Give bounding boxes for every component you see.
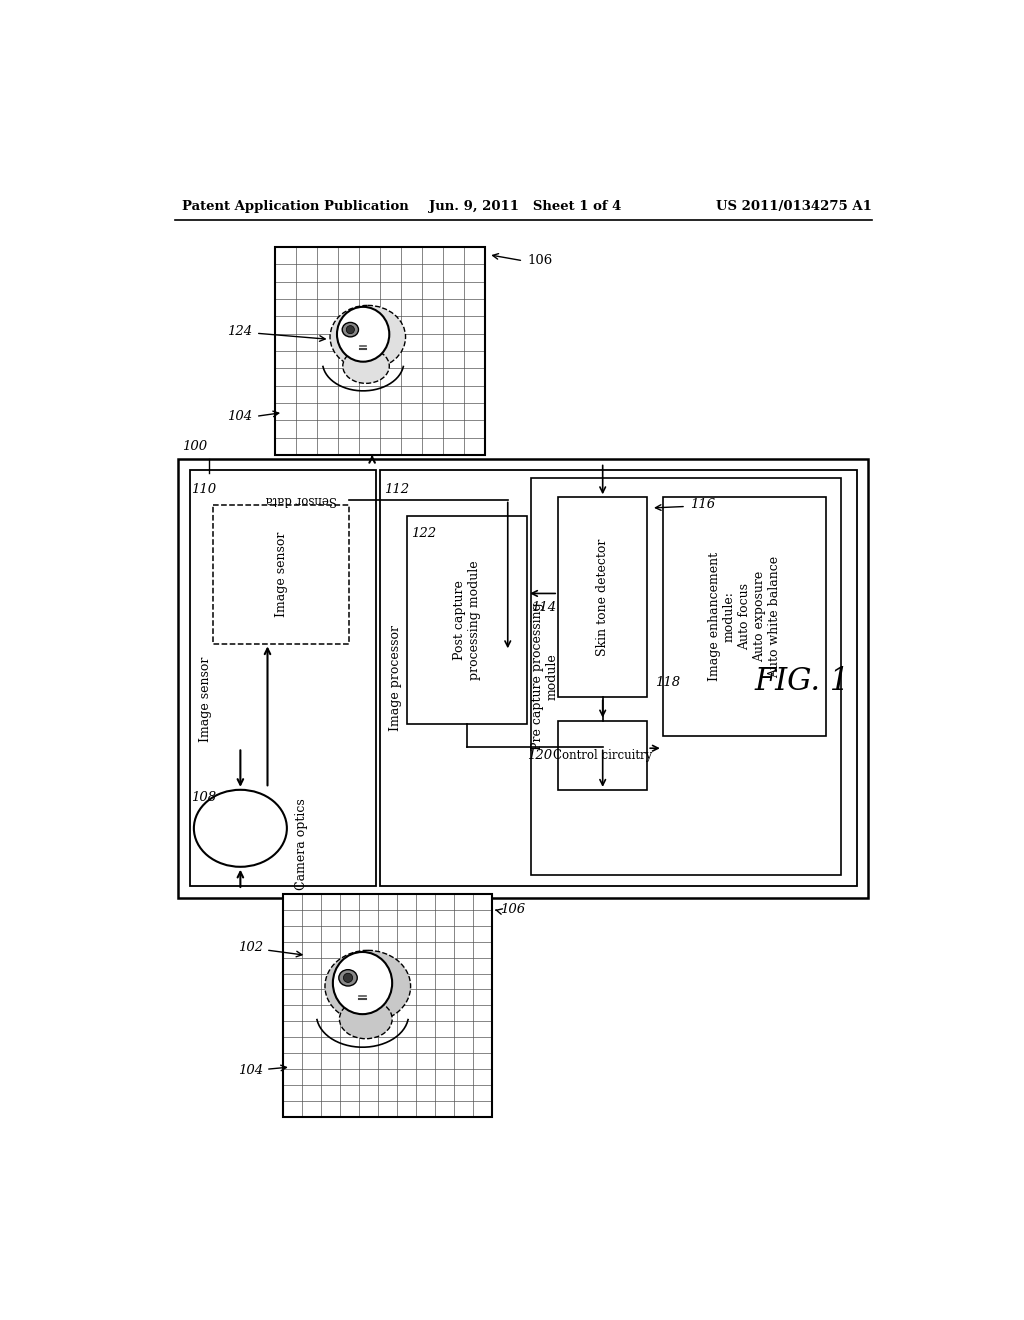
Text: 120: 120 [526, 748, 552, 762]
Ellipse shape [337, 306, 389, 362]
Text: 108: 108 [191, 791, 217, 804]
Ellipse shape [346, 326, 354, 334]
Bar [407, 516, 527, 725]
Text: 106: 106 [527, 255, 552, 268]
Bar [558, 721, 647, 789]
Text: 102: 102 [239, 941, 263, 954]
Text: Image sensor: Image sensor [199, 656, 212, 742]
Bar [663, 498, 825, 737]
Bar [213, 506, 349, 644]
Text: US 2011/0134275 A1: US 2011/0134275 A1 [716, 199, 872, 213]
Text: Control circuitry: Control circuitry [553, 748, 652, 762]
Text: 106: 106 [500, 903, 525, 916]
Text: Jun. 9, 2011   Sheet 1 of 4: Jun. 9, 2011 Sheet 1 of 4 [429, 199, 621, 213]
Text: 104: 104 [239, 1064, 263, 1077]
Ellipse shape [330, 305, 406, 368]
Text: Image sensor: Image sensor [274, 532, 288, 616]
Text: Patent Application Publication: Patent Application Publication [182, 199, 409, 213]
Text: Image processor: Image processor [389, 626, 401, 731]
Text: 124: 124 [227, 325, 252, 338]
Text: 114: 114 [531, 601, 556, 614]
Text: Sensor data: Sensor data [266, 492, 337, 506]
Text: Post capture
processing module: Post capture processing module [453, 561, 481, 680]
Text: Camera optics: Camera optics [295, 797, 307, 890]
Text: 118: 118 [655, 676, 680, 689]
Bar [178, 459, 868, 898]
Bar [380, 470, 856, 886]
Ellipse shape [339, 970, 357, 986]
Ellipse shape [333, 952, 392, 1014]
Ellipse shape [343, 348, 389, 383]
Text: 110: 110 [191, 483, 217, 495]
Text: FIG. 1: FIG. 1 [755, 667, 850, 697]
Text: 122: 122 [411, 527, 436, 540]
Text: 116: 116 [690, 499, 715, 511]
Bar [275, 247, 484, 455]
Ellipse shape [343, 973, 352, 982]
Bar [275, 247, 484, 455]
Ellipse shape [325, 950, 411, 1022]
Text: 100: 100 [182, 440, 208, 453]
Bar [558, 498, 647, 697]
Bar [283, 894, 493, 1117]
Ellipse shape [340, 999, 392, 1039]
Text: Skin tone detector: Skin tone detector [596, 539, 609, 656]
Text: 112: 112 [384, 483, 409, 495]
Bar [531, 478, 841, 874]
Text: 104: 104 [227, 409, 252, 422]
Text: Pre capture processing
module: Pre capture processing module [531, 602, 559, 750]
Bar [283, 894, 493, 1117]
Ellipse shape [342, 322, 358, 337]
Bar [190, 470, 376, 886]
Text: Image enhancement
module:
Auto focus
Auto exposure
Auto white balance: Image enhancement module: Auto focus Aut… [708, 552, 780, 681]
